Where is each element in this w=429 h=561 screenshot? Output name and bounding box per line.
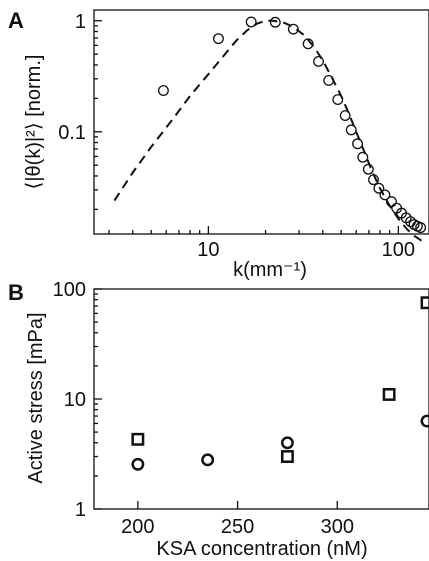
data-point-circle [373, 182, 385, 194]
data-point-circle [157, 85, 169, 97]
panel-b: B 200 250 300 1 10 100 KSA concentration (nM)… [8, 279, 429, 560]
panel-a-ticks [94, 20, 399, 234]
x-tick-label: 100 [382, 239, 415, 261]
data-point-circle [280, 436, 294, 450]
data-point-circle [269, 16, 281, 28]
data-point-circle [313, 55, 324, 67]
y-tick-label: 1 [75, 499, 86, 521]
panel-b-ticks [94, 288, 338, 510]
y-tick-label: 1 [75, 11, 86, 33]
panel-b-tick-labels: 200 250 300 1 10 100 [53, 279, 354, 538]
panel-b-data-points [131, 296, 429, 471]
panel-a-plot-frame [93, 9, 429, 235]
y-tick-label: 100 [53, 279, 86, 301]
panel-a-data-points [157, 16, 427, 234]
data-point-circle [131, 457, 145, 471]
data-point-circle [386, 196, 397, 208]
x-tick-label: 200 [121, 516, 154, 538]
data-point-circle [362, 163, 374, 175]
panel-a: A 10 100 1 0.1 k(mm⁻¹) ⟨|θ(k)|²⟩ [norm.] [8, 8, 429, 281]
data-point-circle [332, 94, 344, 106]
y-tick-label: 0.1 [58, 122, 86, 144]
y-tick-label: 10 [64, 389, 86, 411]
panel-a-letter: A [8, 8, 24, 33]
data-point-circle [357, 151, 369, 163]
data-point-circle [323, 74, 335, 86]
x-tick-label: 10 [197, 239, 219, 261]
data-point-circle [420, 414, 429, 428]
data-point-circle [213, 33, 224, 45]
data-point-circle [352, 138, 364, 150]
data-point-circle [415, 222, 427, 234]
panel-b-y-axis-label: Active stress [mPa] [25, 312, 47, 483]
panel-a-x-axis-label: k(mm⁻¹) [233, 259, 307, 281]
data-point-circle [201, 453, 215, 467]
fit-curve [113, 19, 424, 243]
panel-a-tick-labels: 10 100 1 0.1 [58, 11, 415, 261]
data-point-circle [345, 124, 357, 136]
data-point-square [382, 387, 396, 401]
data-point-square [131, 432, 145, 446]
data-point-square [420, 296, 429, 310]
x-tick-label: 250 [221, 516, 254, 538]
data-point-circle [379, 189, 391, 201]
data-point-circle [245, 16, 257, 28]
panel-a-y-axis-label: ⟨|θ(k)|²⟩ [norm.] [23, 55, 45, 190]
data-point-circle [287, 23, 299, 35]
x-tick-label: 300 [321, 516, 354, 538]
data-point-square [280, 450, 294, 463]
panel-b-plot-frame [93, 288, 429, 510]
panel-b-letter: B [8, 280, 24, 305]
data-point-circle [368, 174, 379, 186]
panel-b-x-axis-label: KSA concentration (nM) [156, 538, 367, 560]
data-point-circle [339, 110, 351, 122]
data-point-circle [302, 38, 314, 50]
